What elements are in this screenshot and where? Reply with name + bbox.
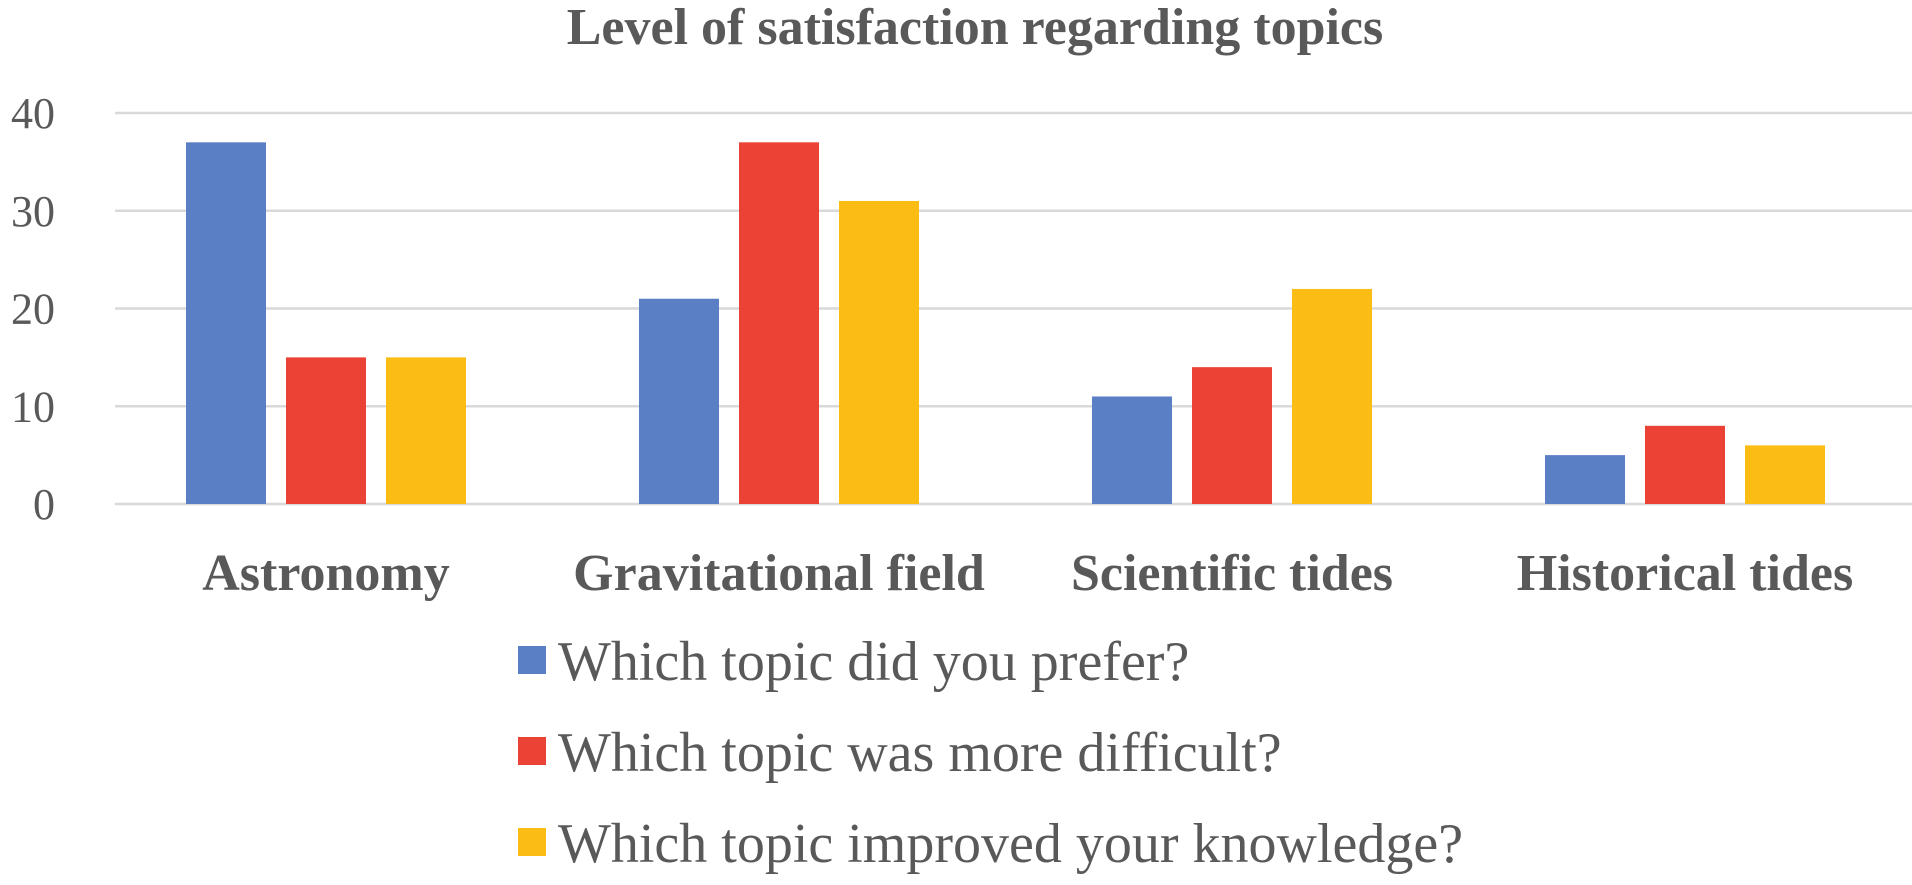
y-tick-label: 30 <box>11 187 55 236</box>
bars <box>186 142 1825 504</box>
bar <box>1292 288 1372 504</box>
legend-swatch <box>518 646 546 674</box>
bar <box>286 357 366 504</box>
y-tick-label: 40 <box>11 89 55 138</box>
bar <box>1092 396 1172 504</box>
bar <box>839 200 919 504</box>
x-tick-label: Gravitational field <box>573 545 985 602</box>
x-axis-tick-labels: Astronomy Gravitational field Scientific t… <box>202 545 1853 602</box>
y-tick-label: 0 <box>33 480 55 529</box>
gridlines <box>115 111 1912 506</box>
legend-swatch <box>518 828 546 856</box>
legend-label: Which topic was more difficult? <box>558 722 1282 784</box>
bar <box>1545 455 1625 504</box>
bar <box>1645 425 1725 504</box>
bar <box>639 298 719 504</box>
bar <box>386 357 466 504</box>
y-tick-label: 20 <box>11 285 55 334</box>
y-axis-tick-labels: 0 10 20 30 40 <box>11 89 55 529</box>
chart-title: Level of satisfaction regarding topics <box>567 0 1384 56</box>
legend: Which topic did you prefer? Which topic w… <box>518 631 1463 875</box>
x-tick-label: Scientific tides <box>1071 545 1393 602</box>
bar <box>186 142 266 504</box>
bar <box>1192 367 1272 504</box>
bar <box>1745 445 1825 504</box>
legend-swatch <box>518 737 546 765</box>
y-tick-label: 10 <box>11 382 55 431</box>
x-tick-label: Historical tides <box>1517 545 1854 602</box>
legend-label: Which topic improved your knowledge? <box>558 813 1463 875</box>
x-tick-label: Astronomy <box>202 545 449 602</box>
legend-label: Which topic did you prefer? <box>558 631 1189 693</box>
bar <box>739 142 819 504</box>
